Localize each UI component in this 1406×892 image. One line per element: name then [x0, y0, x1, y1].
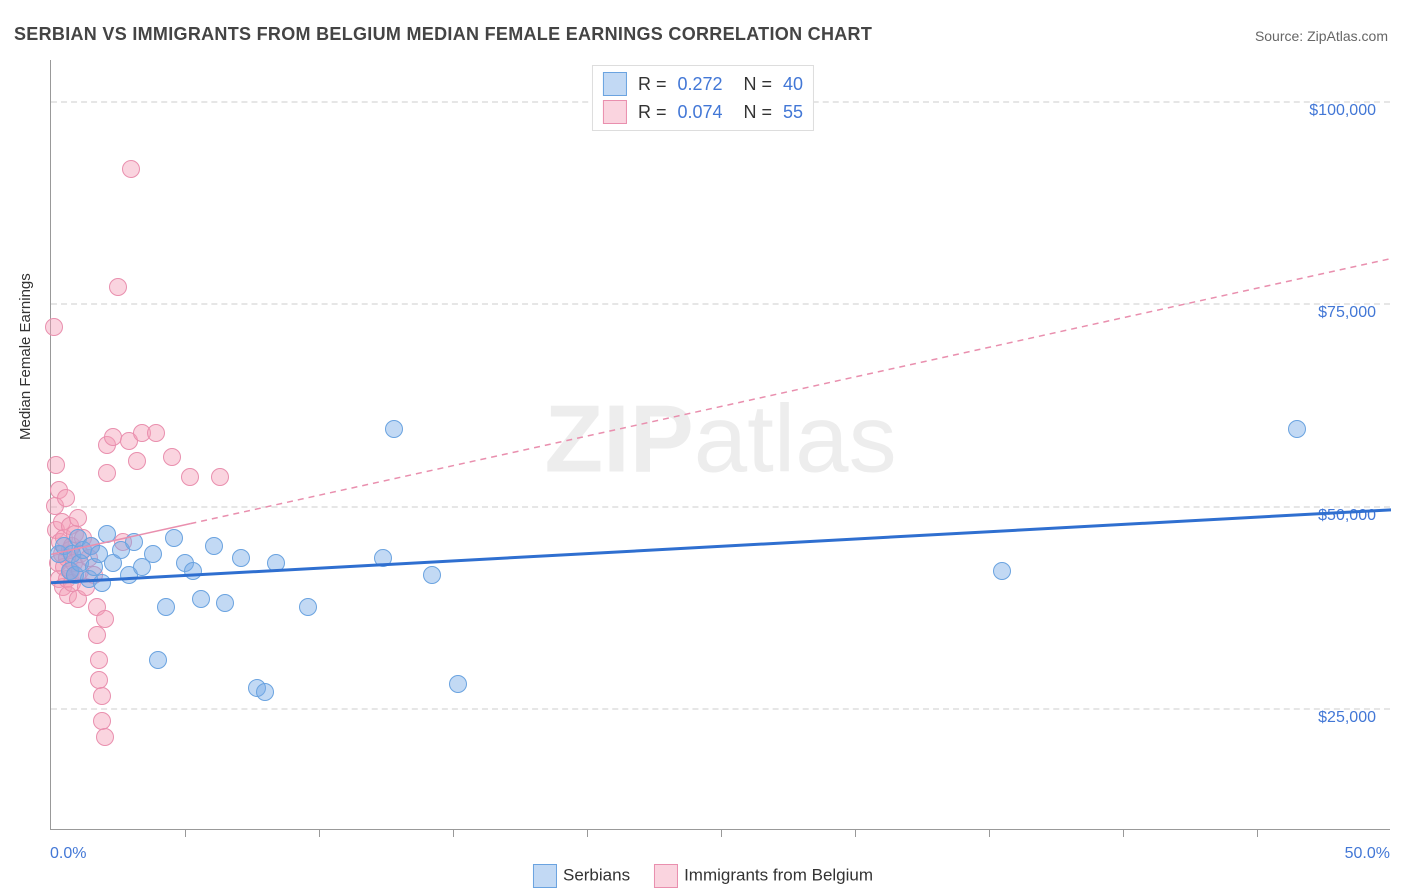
data-point: [69, 509, 87, 527]
data-point: [57, 489, 75, 507]
data-point: [232, 549, 250, 567]
data-point: [88, 626, 106, 644]
gridline: [51, 506, 1390, 508]
legend-row: R = 0.272 N = 40: [603, 70, 803, 98]
data-point: [90, 671, 108, 689]
x-tick: [855, 829, 856, 837]
data-point: [125, 533, 143, 551]
y-tick-label: $50,000: [1318, 507, 1376, 525]
x-tick: [453, 829, 454, 837]
data-point: [205, 537, 223, 555]
x-axis-end-label: 50.0%: [1345, 845, 1390, 863]
legend-swatch: [603, 100, 627, 124]
data-point: [122, 160, 140, 178]
legend-r-value: 0.074: [677, 102, 722, 123]
legend-item: Serbians: [533, 864, 630, 888]
data-point: [96, 610, 114, 628]
data-point: [163, 448, 181, 466]
legend-item: Immigrants from Belgium: [654, 864, 873, 888]
data-point: [93, 712, 111, 730]
data-point: [144, 545, 162, 563]
data-point: [256, 683, 274, 701]
legend-n-label: N =: [729, 74, 778, 95]
data-point: [128, 452, 146, 470]
legend-label: Immigrants from Belgium: [684, 865, 873, 884]
plot-area: ZIPatlas $25,000 $50,000 $75,000 $100,000: [50, 60, 1390, 830]
legend-swatch: [533, 864, 557, 888]
data-point: [374, 549, 392, 567]
data-point: [385, 420, 403, 438]
watermark: ZIPatlas: [544, 384, 896, 494]
data-point: [45, 318, 63, 336]
legend-row: R = 0.074 N = 55: [603, 98, 803, 126]
chart-container: ZIPatlas $25,000 $50,000 $75,000 $100,000: [50, 60, 1390, 830]
data-point: [147, 424, 165, 442]
data-point: [267, 554, 285, 572]
source-attribution: Source: ZipAtlas.com: [1255, 28, 1388, 44]
data-point: [98, 525, 116, 543]
y-axis-title: Median Female Earnings: [17, 273, 34, 440]
data-point: [93, 574, 111, 592]
data-point: [192, 590, 210, 608]
data-point: [993, 562, 1011, 580]
legend-swatch: [603, 72, 627, 96]
x-tick: [185, 829, 186, 837]
gridline: [51, 708, 1390, 710]
data-point: [184, 562, 202, 580]
watermark-bold: ZIP: [544, 385, 693, 492]
data-point: [181, 468, 199, 486]
x-tick: [1123, 829, 1124, 837]
trend-lines: [51, 60, 1391, 830]
data-point: [98, 464, 116, 482]
x-axis-start-label: 0.0%: [50, 845, 86, 863]
y-tick-label: $25,000: [1318, 709, 1376, 727]
gridline: [51, 303, 1390, 305]
data-point: [299, 598, 317, 616]
legend-r-label: R =: [633, 74, 672, 95]
legend-n-value: 40: [783, 74, 803, 95]
legend-n-value: 55: [783, 102, 803, 123]
data-point: [1288, 420, 1306, 438]
legend-label: Serbians: [563, 865, 630, 884]
x-tick: [989, 829, 990, 837]
legend-r-value: 0.272: [677, 74, 722, 95]
data-point: [216, 594, 234, 612]
series-legend: Serbians Immigrants from Belgium: [533, 864, 873, 888]
data-point: [47, 456, 65, 474]
correlation-legend: R = 0.272 N = 40 R = 0.074 N = 55: [592, 65, 814, 131]
x-tick: [721, 829, 722, 837]
legend-r-label: R =: [633, 102, 672, 123]
data-point: [157, 598, 175, 616]
x-tick: [587, 829, 588, 837]
watermark-light: atlas: [694, 385, 897, 492]
chart-title: SERBIAN VS IMMIGRANTS FROM BELGIUM MEDIA…: [14, 24, 872, 45]
data-point: [449, 675, 467, 693]
legend-n-label: N =: [729, 102, 778, 123]
data-point: [211, 468, 229, 486]
data-point: [109, 278, 127, 296]
x-tick: [319, 829, 320, 837]
data-point: [165, 529, 183, 547]
y-tick-label: $75,000: [1318, 304, 1376, 322]
y-tick-label: $100,000: [1309, 102, 1376, 120]
data-point: [149, 651, 167, 669]
data-point: [423, 566, 441, 584]
data-point: [90, 651, 108, 669]
data-point: [96, 728, 114, 746]
data-point: [104, 428, 122, 446]
legend-swatch: [654, 864, 678, 888]
data-point: [93, 687, 111, 705]
x-tick: [1257, 829, 1258, 837]
